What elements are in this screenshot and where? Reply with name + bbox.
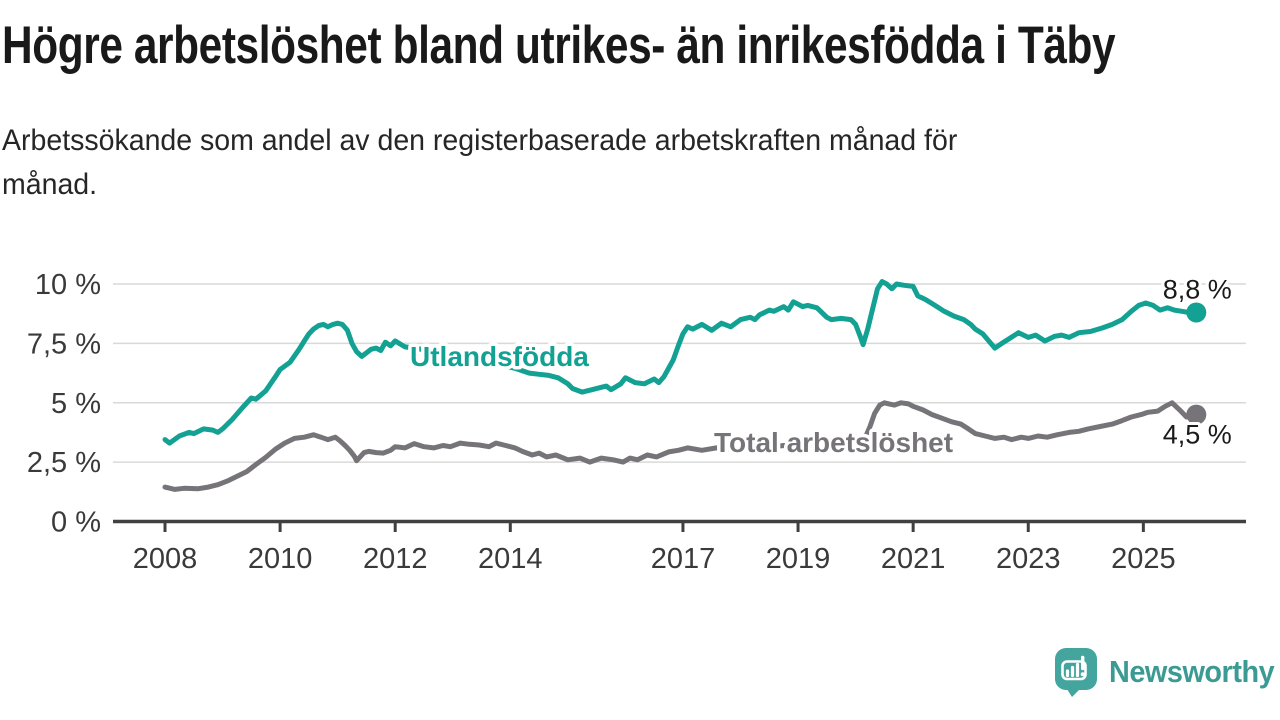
series-label-total: Total arbetslöshet [714,427,953,458]
x-axis-label: 2019 [766,543,831,575]
x-axis-label: 2010 [248,543,313,575]
page-title: Högre arbetslöshet bland utrikes- än inr… [2,16,1116,75]
y-axis-label: 10 % [35,269,101,301]
logo-exclamation-dot [1080,672,1085,677]
y-axis-label: 2,5 % [27,447,101,479]
logo-bubble-tail [1065,686,1083,697]
subtitle-line-1: Arbetssökande som andel av den registerb… [2,124,958,157]
y-axis-label: 5 % [51,388,101,420]
x-axis-label: 2023 [996,543,1061,575]
x-axis-label: 2014 [478,543,543,575]
newsworthy-logo-icon [1055,648,1097,697]
end-dot-total [1186,404,1207,425]
series-line-utlandsfodda [162,279,1199,446]
logo-frame [1061,660,1087,681]
end-value-label-total: 4,5 % [1163,420,1232,450]
x-axis-label: 2017 [651,543,716,575]
x-axis-label: 2008 [133,543,198,575]
y-axis-label: 7,5 % [27,328,101,360]
y-axis-label: 0 % [51,507,101,539]
newsworthy-logo: Newsworthy [1053,646,1280,698]
chart-subtitle: Arbetssökande som andel av den registerb… [2,119,957,207]
end-dot-utlandsfodda [1186,302,1207,323]
x-axis-label: 2012 [363,543,428,575]
subtitle-line-2: månad. [2,168,98,201]
x-axis-label: 2025 [1111,543,1176,575]
newsworthy-logo-text: Newsworthy [1109,654,1275,689]
end-value-label-utlandsfodda: 8,8 % [1163,275,1232,305]
series-line-total [162,400,1199,492]
x-axis-label: 2021 [881,543,946,575]
series-label-utlandsfodda: Utlandsfödda [410,341,589,372]
